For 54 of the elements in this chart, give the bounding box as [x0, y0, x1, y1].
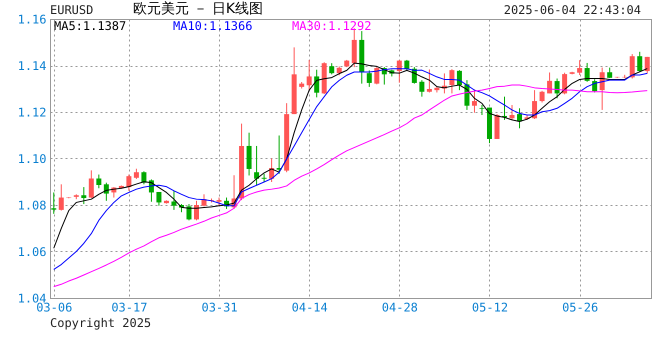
- candlestick: [637, 51, 642, 72]
- candlestick: [141, 170, 146, 185]
- candlestick: [314, 69, 320, 98]
- candlestick: [449, 68, 454, 94]
- candlestick: [396, 59, 402, 84]
- candlestick: [426, 68, 432, 93]
- candlestick: [246, 132, 252, 176]
- candlestick: [540, 90, 545, 103]
- candlestick: [554, 78, 560, 99]
- candlestick: [472, 88, 477, 114]
- x-tick-label: 05-26: [562, 300, 598, 314]
- y-tick-label: 1.08: [18, 198, 46, 212]
- text: EURUSD: [50, 3, 94, 17]
- chart-title: 欧元美元 － 日K线图: [132, 1, 264, 17]
- candlestick: [134, 168, 139, 180]
- y-tick-label: 1.10: [18, 152, 46, 166]
- y-tick-label: 1.14: [18, 59, 46, 73]
- candlestick: [374, 66, 380, 85]
- x-tick-label: 03-31: [201, 300, 238, 314]
- text: 2025-06-04 22:43:04: [504, 3, 641, 17]
- candlestick: [644, 56, 650, 74]
- x-tick-label: 04-28: [382, 300, 418, 314]
- candlestick: [156, 191, 162, 206]
- candlestick: [171, 190, 176, 210]
- candlestick: [366, 70, 372, 88]
- candlestick: [126, 174, 132, 192]
- x-tick-label: 03-17: [111, 300, 148, 314]
- candlestick: [532, 90, 538, 120]
- y-tick-label: 1.06: [18, 245, 46, 259]
- candlestick: [630, 54, 635, 80]
- candlestick: [494, 114, 500, 140]
- x-tick-label: 05-12: [472, 300, 508, 314]
- candlestick: [186, 204, 192, 221]
- candlestick: [254, 145, 260, 186]
- candlestick: [329, 62, 334, 75]
- candlestick: [306, 59, 312, 91]
- candlestick: [577, 60, 582, 76]
- y-tick-label: 1.16: [18, 12, 46, 26]
- candlestick: [96, 174, 102, 189]
- text: MA30:1.1292: [292, 19, 372, 33]
- candlestick: [81, 186, 86, 205]
- y-tick-label: 1.12: [18, 106, 46, 120]
- candlestick: [584, 62, 590, 82]
- candlestick: [88, 170, 94, 199]
- candlestick: [194, 200, 199, 221]
- candlestick: [404, 59, 410, 72]
- candlestick: [547, 72, 552, 94]
- text: MA5:1.1387: [54, 19, 126, 33]
- candlestick: [419, 80, 424, 98]
- candlestick: [58, 184, 64, 212]
- text: Copyright 2025: [50, 316, 152, 330]
- x-tick-label: 04-14: [292, 300, 328, 314]
- text: MA10:1.1366: [173, 19, 252, 33]
- candlestick: [510, 104, 515, 120]
